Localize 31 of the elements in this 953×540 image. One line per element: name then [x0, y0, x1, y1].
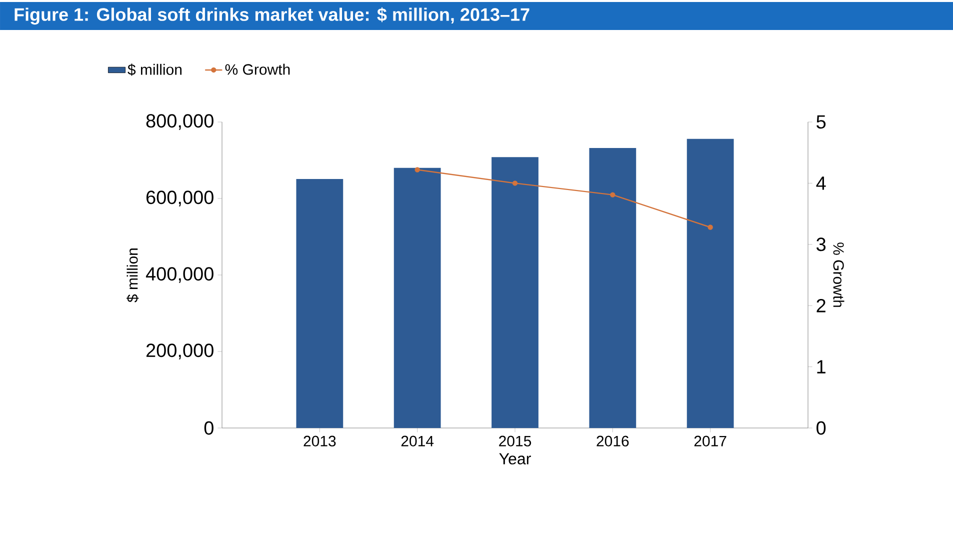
y2-tick-label: 3	[816, 238, 826, 252]
legend-label: % Growth	[225, 64, 290, 75]
x-tick-label: 2013	[304, 436, 336, 446]
point	[512, 180, 518, 186]
x-tick-label: 2015	[499, 436, 532, 446]
x-axis-title: Year	[499, 453, 531, 464]
bar	[686, 138, 734, 428]
x-tick-label: 2016	[596, 436, 629, 446]
y-tick-label: 800,000	[146, 114, 214, 130]
point	[708, 224, 713, 230]
x-tick-label: 2017	[694, 436, 726, 446]
y-axis-title: $ million	[126, 248, 139, 302]
point	[414, 167, 420, 172]
y2-tick-label: 5	[816, 115, 826, 129]
y-tick-label: 200,000	[146, 344, 214, 360]
point	[610, 192, 616, 198]
chart-title: Figure 1: Global soft drinks market value: $ million, 2013–17	[14, 7, 530, 25]
y2-axis-title: % Growth	[833, 242, 844, 307]
y-tick-label: 400,000	[146, 267, 214, 283]
bar	[296, 178, 344, 428]
x-tick-label: 2014	[401, 436, 434, 446]
y2-tick-label: 4	[816, 176, 826, 190]
y2-tick-label: 2	[816, 298, 826, 312]
bar	[394, 168, 441, 428]
y-tick-label: 600,000	[146, 190, 214, 206]
bar	[589, 148, 636, 428]
y2-tick-label: 0	[816, 421, 826, 435]
y2-tick-label: 1	[817, 360, 826, 374]
y-tick-label: 0	[204, 421, 214, 435]
legend-label: $ million	[128, 64, 182, 76]
bar	[492, 157, 538, 428]
